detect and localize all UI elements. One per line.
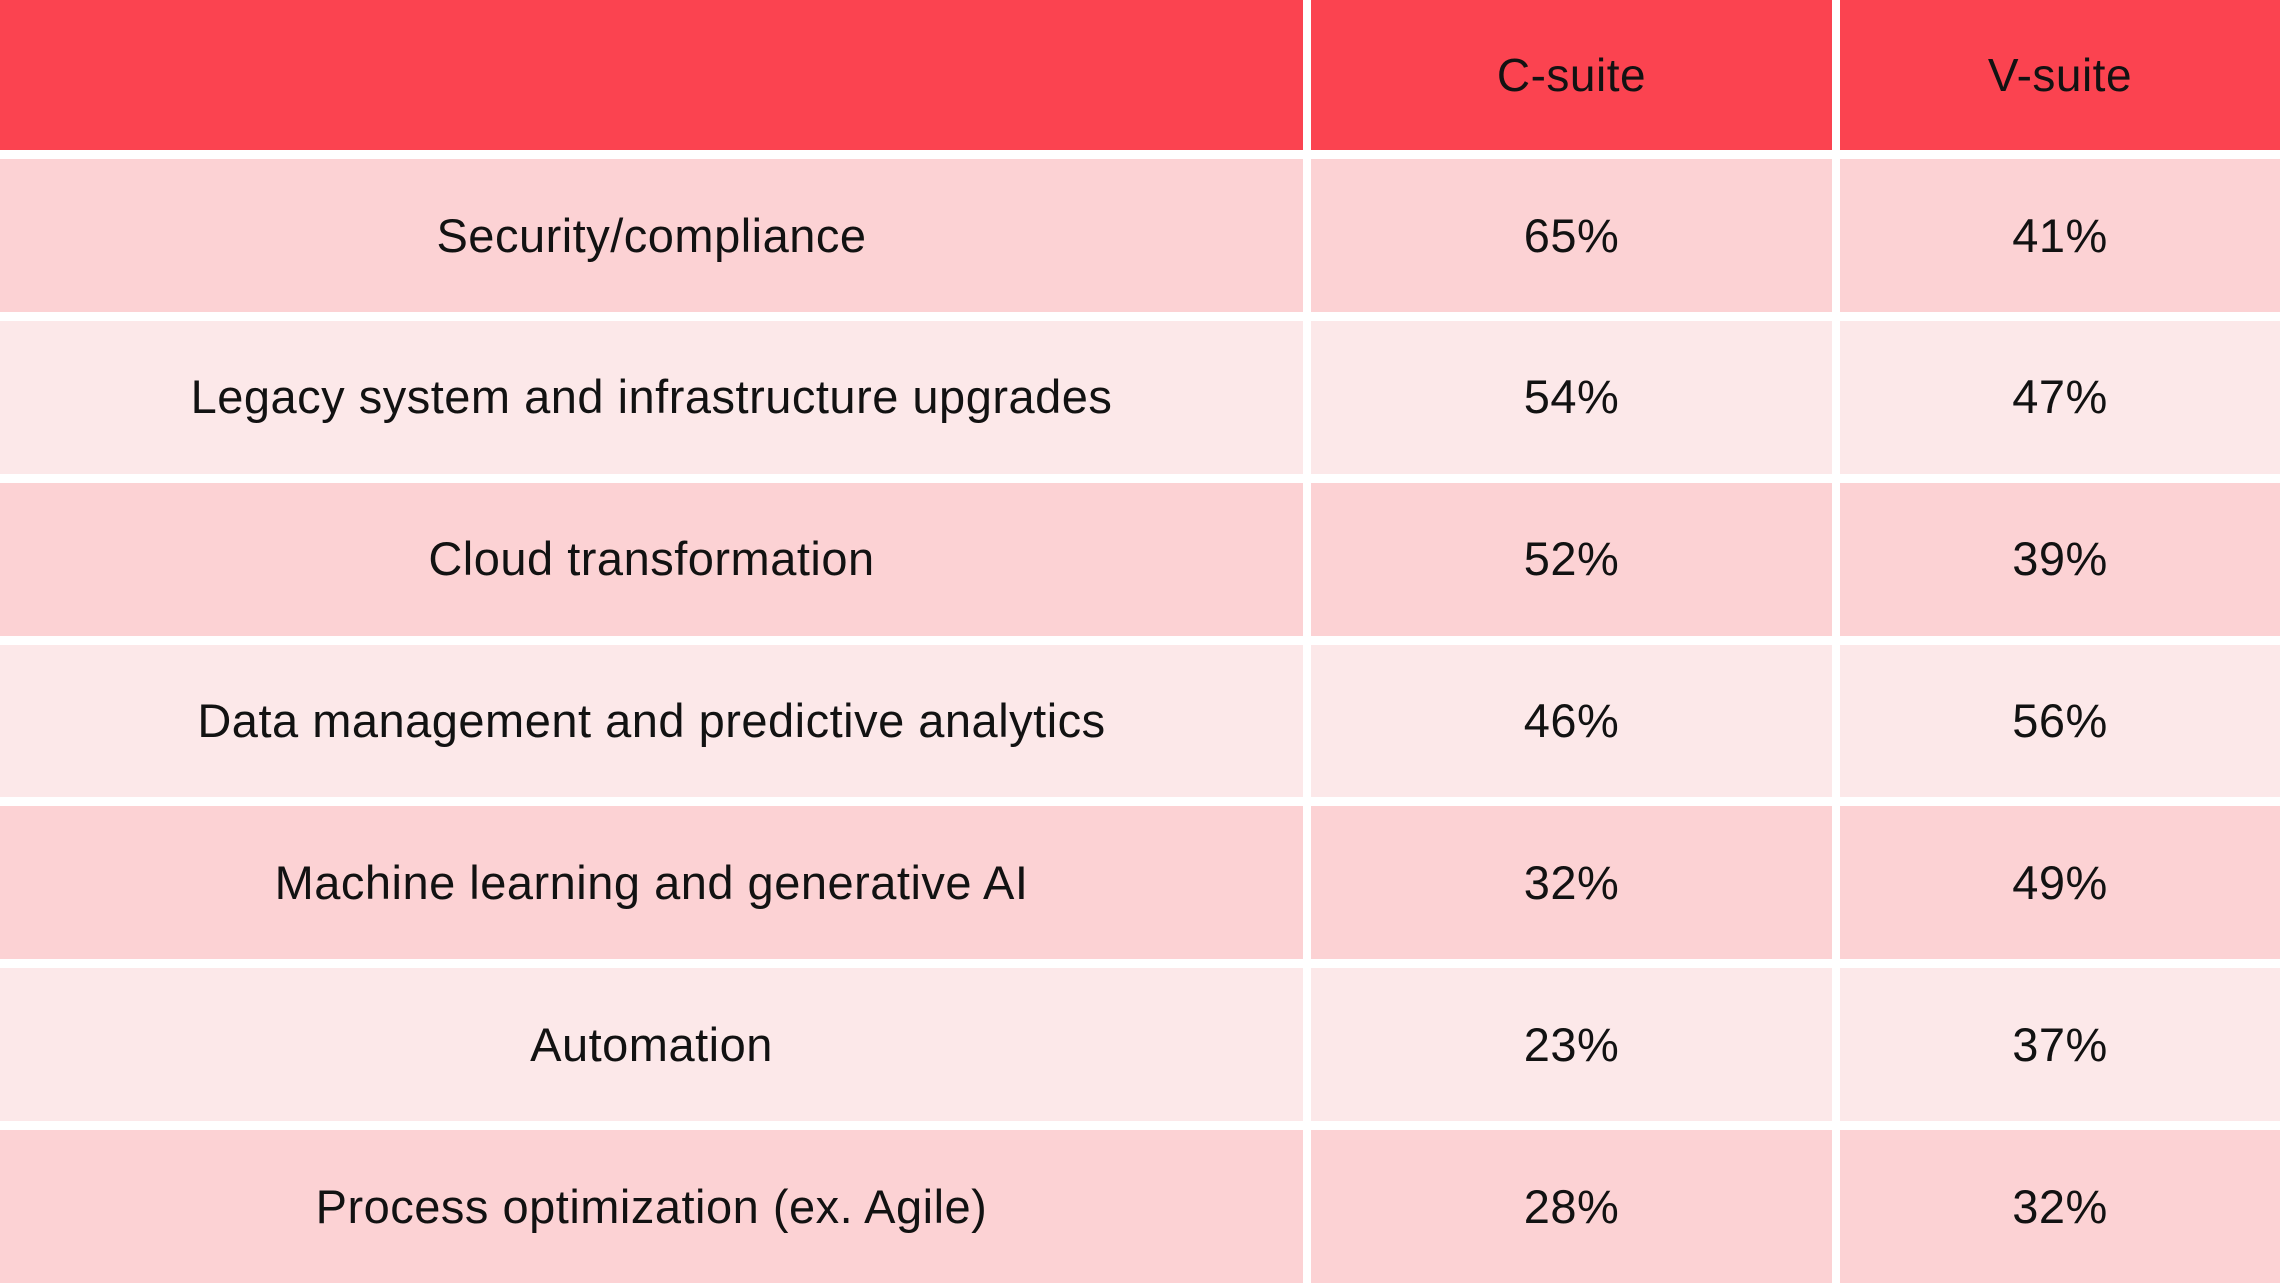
- header-corner-cell: [0, 0, 1303, 150]
- row-label-cloud-transformation: Cloud transformation: [0, 482, 1303, 636]
- value-cloud-transformation-v-suite: 39%: [1840, 482, 2280, 636]
- value-machine-learning-c-suite: 32%: [1311, 806, 1832, 960]
- row-label-security-compliance: Security/compliance: [0, 159, 1303, 312]
- value-legacy-upgrades-v-suite: 47%: [1840, 320, 2280, 474]
- value-cloud-transformation-c-suite: 52%: [1311, 482, 1832, 636]
- value-machine-learning-v-suite: 49%: [1840, 806, 2280, 960]
- value-security-compliance-v-suite: 41%: [1840, 159, 2280, 312]
- value-automation-c-suite: 23%: [1311, 968, 1832, 1122]
- row-label-automation: Automation: [0, 968, 1303, 1122]
- column-header-v-suite: V-suite: [1840, 0, 2280, 150]
- row-label-process-optimization: Process optimization (ex. Agile): [0, 1130, 1303, 1283]
- row-label-machine-learning: Machine learning and generative AI: [0, 806, 1303, 960]
- column-header-c-suite: C-suite: [1311, 0, 1832, 150]
- value-data-management-v-suite: 56%: [1840, 644, 2280, 798]
- value-process-optimization-c-suite: 28%: [1311, 1130, 1832, 1283]
- value-security-compliance-c-suite: 65%: [1311, 159, 1832, 312]
- value-automation-v-suite: 37%: [1840, 968, 2280, 1122]
- row-label-legacy-upgrades: Legacy system and infrastructure upgrade…: [0, 320, 1303, 474]
- row-label-data-management: Data management and predictive analytics: [0, 644, 1303, 798]
- value-legacy-upgrades-c-suite: 54%: [1311, 320, 1832, 474]
- value-process-optimization-v-suite: 32%: [1840, 1130, 2280, 1283]
- value-data-management-c-suite: 46%: [1311, 644, 1832, 798]
